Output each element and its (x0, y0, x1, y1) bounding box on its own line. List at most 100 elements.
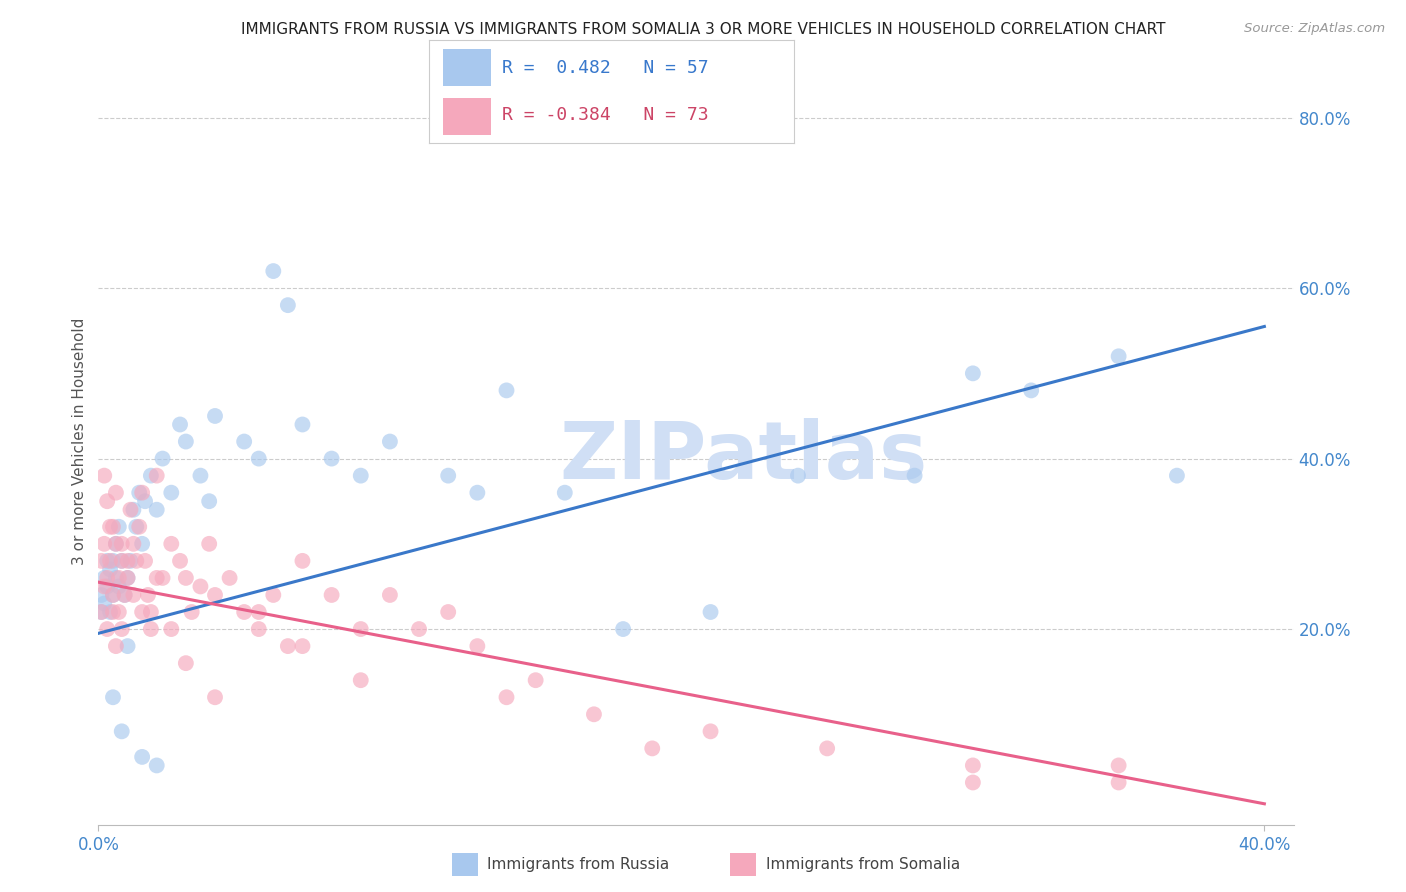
Point (139, 468, 162, 483)
Point (247, 451, 270, 466)
Point (180, 605, 202, 619)
Point (233, 434, 256, 449)
Y-axis label: 3 or more Vehicles in Household: 3 or more Vehicles in Household (72, 318, 87, 566)
Text: R =  0.482   N = 57: R = 0.482 N = 57 (502, 59, 709, 77)
Point (152, 451, 174, 466)
Point (1108, 349, 1130, 363)
Point (122, 588, 145, 602)
Point (247, 605, 270, 619)
Point (128, 485, 150, 500)
Point (104, 485, 127, 500)
Point (198, 494, 221, 508)
Point (134, 554, 156, 568)
Point (378, 588, 401, 602)
Point (96, 579, 118, 593)
Point (321, 451, 343, 466)
Point (96, 622, 118, 636)
Point (467, 639, 489, 653)
Point (495, 384, 517, 398)
Point (131, 750, 153, 764)
Point (131, 605, 153, 619)
Point (815, 741, 838, 756)
Point (467, 485, 489, 500)
Point (104, 537, 127, 551)
Point (174, 656, 197, 670)
Point (93, 579, 115, 593)
Point (1108, 775, 1130, 789)
Point (160, 537, 183, 551)
Point (125, 520, 148, 534)
Point (111, 537, 134, 551)
Point (174, 434, 197, 449)
Text: Immigrants from Somalia: Immigrants from Somalia (765, 857, 960, 871)
Point (101, 690, 124, 705)
Point (152, 571, 174, 585)
Point (134, 494, 156, 508)
Point (321, 588, 343, 602)
Point (122, 502, 145, 516)
Point (190, 468, 212, 483)
Text: Source: ZipAtlas.com: Source: ZipAtlas.com (1244, 22, 1385, 36)
Point (90, 605, 112, 619)
Point (101, 554, 124, 568)
Bar (443, 97, 491, 135)
Point (111, 724, 134, 739)
Point (277, 639, 299, 653)
Point (408, 622, 430, 636)
Point (291, 554, 314, 568)
Point (108, 579, 131, 593)
Point (160, 622, 183, 636)
Point (145, 468, 167, 483)
Point (641, 741, 664, 756)
Point (962, 775, 984, 789)
Point (204, 690, 226, 705)
Point (262, 588, 284, 602)
Point (350, 673, 373, 688)
Point (174, 571, 197, 585)
Point (96, 554, 118, 568)
Point (139, 622, 162, 636)
Point (218, 571, 240, 585)
Point (93, 468, 115, 483)
Point (962, 367, 984, 381)
Point (277, 298, 299, 312)
Point (98, 520, 121, 534)
Point (117, 571, 139, 585)
Point (101, 588, 124, 602)
Point (495, 690, 517, 705)
Point (117, 571, 139, 585)
Point (169, 554, 191, 568)
Point (101, 520, 124, 534)
Point (122, 537, 145, 551)
Point (104, 571, 127, 585)
Point (1019, 384, 1042, 398)
Point (104, 537, 127, 551)
Point (120, 554, 142, 568)
Point (582, 707, 605, 722)
Point (90, 605, 112, 619)
Point (108, 520, 131, 534)
Point (90, 588, 112, 602)
Point (204, 409, 226, 423)
Point (262, 264, 284, 278)
Point (101, 605, 124, 619)
Point (114, 588, 136, 602)
Point (699, 605, 721, 619)
Point (903, 468, 925, 483)
Point (98, 605, 121, 619)
Text: Immigrants from Russia: Immigrants from Russia (488, 857, 669, 871)
Point (190, 579, 212, 593)
Point (169, 417, 191, 432)
Point (111, 554, 134, 568)
Point (291, 639, 314, 653)
Point (93, 537, 115, 551)
Text: ZIPatlas: ZIPatlas (560, 417, 928, 496)
Point (1166, 468, 1188, 483)
Point (291, 417, 314, 432)
Point (90, 554, 112, 568)
Point (247, 622, 270, 636)
Point (787, 468, 810, 483)
Point (108, 605, 131, 619)
Point (350, 468, 373, 483)
Point (98, 562, 121, 576)
